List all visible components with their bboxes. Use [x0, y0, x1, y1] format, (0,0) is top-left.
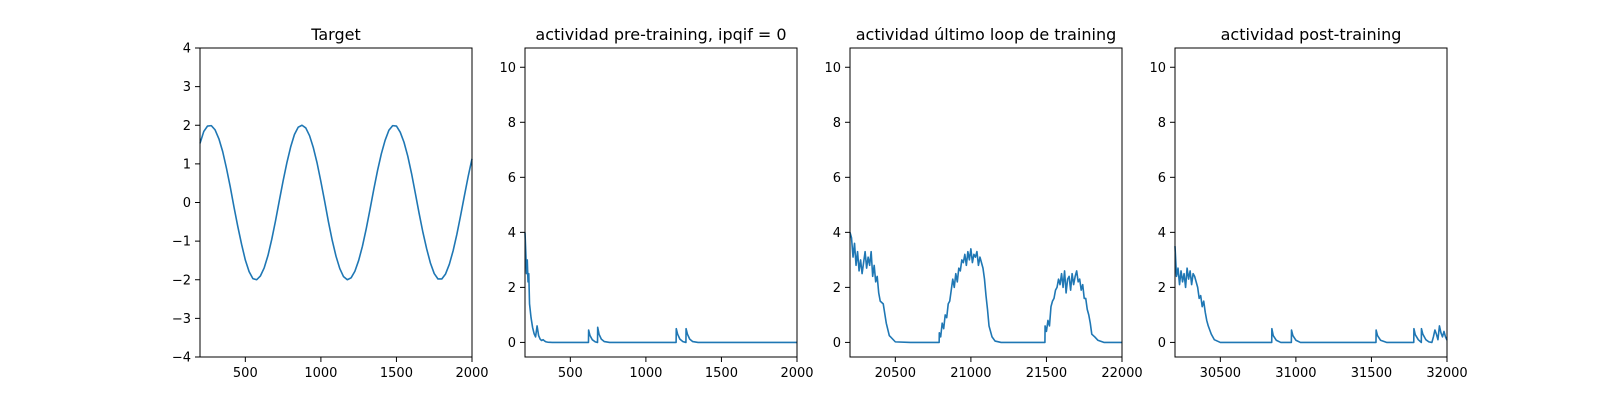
y-tick-label: 8 [508, 116, 516, 131]
y-tick-label: 4 [508, 226, 516, 241]
x-tick-label: 1000 [629, 366, 662, 381]
plot-frame [524, 47, 798, 358]
subplot-post-training: actividad post-training 30500 31000 31500 3… [1149, 25, 1467, 381]
x-tick-label: 31500 [1351, 366, 1392, 381]
series-line [849, 232, 1122, 344]
x-tick-label: 1500 [380, 366, 413, 381]
y-tick-label: 6 [1158, 171, 1166, 186]
x-tick-label: 2000 [455, 366, 488, 381]
y-tick-label: −4 [172, 351, 191, 366]
x-tick-label: 20500 [875, 366, 916, 381]
x-tick-label: 22000 [1101, 366, 1142, 381]
y-tick-label: 0 [1158, 336, 1166, 351]
series-line [1174, 246, 1448, 344]
x-tick-label: 32000 [1426, 366, 1467, 381]
y-tick-label: 8 [833, 116, 841, 131]
x-tick-label: 21500 [1026, 366, 1067, 381]
y-tick-label: 2 [183, 119, 191, 134]
y-tick-label: −2 [172, 273, 191, 288]
y-tick-label: 2 [508, 281, 516, 296]
y-tick-label: 10 [1149, 61, 1166, 76]
y-tick-label: 10 [824, 61, 841, 76]
x-tick-label: 2000 [780, 366, 813, 381]
series-line [524, 232, 797, 344]
y-tick-label: 6 [833, 171, 841, 186]
subplot-title: actividad post-training [1221, 25, 1402, 44]
y-tick-label: 3 [183, 80, 191, 95]
subplot-last-training-loop: actividad último loop de training 20500 2… [824, 25, 1142, 381]
y-tick-label: 10 [499, 61, 516, 76]
y-tick-label: 4 [1158, 226, 1166, 241]
x-tick-label: 21000 [950, 366, 991, 381]
y-tick-label: 0 [508, 336, 516, 351]
y-tick-label: 2 [1158, 281, 1166, 296]
series-line [199, 124, 473, 281]
subplot-target: Target 500 1000 1500 2000 −4 −3 −2 −1 0 1 2 3 4 [172, 25, 489, 381]
y-tick-label: 8 [1158, 116, 1166, 131]
subplot-title: actividad último loop de training [856, 25, 1117, 44]
x-tick-label: 1000 [304, 366, 337, 381]
y-tick-label: 4 [183, 42, 191, 57]
y-tick-label: 4 [833, 226, 841, 241]
x-tick-label: 500 [558, 366, 583, 381]
y-tick-label: −3 [172, 312, 191, 327]
subplot-title: actividad pre-training, ipqif = 0 [535, 25, 786, 44]
y-tick-label: 0 [833, 336, 841, 351]
plot-frame [1174, 47, 1448, 358]
x-tick-label: 30500 [1200, 366, 1241, 381]
plot-frame [849, 47, 1123, 358]
x-tick-label: 31000 [1275, 366, 1316, 381]
subplot-title: Target [310, 25, 361, 44]
x-tick-label: 500 [233, 366, 258, 381]
x-tick-label: 1500 [705, 366, 738, 381]
y-tick-label: −1 [172, 235, 191, 250]
y-tick-label: 0 [183, 196, 191, 211]
y-tick-label: 6 [508, 171, 516, 186]
subplot-pre-training: actividad pre-training, ipqif = 0 500 100… [499, 25, 813, 381]
y-tick-label: 1 [183, 157, 191, 172]
y-tick-label: 2 [833, 281, 841, 296]
